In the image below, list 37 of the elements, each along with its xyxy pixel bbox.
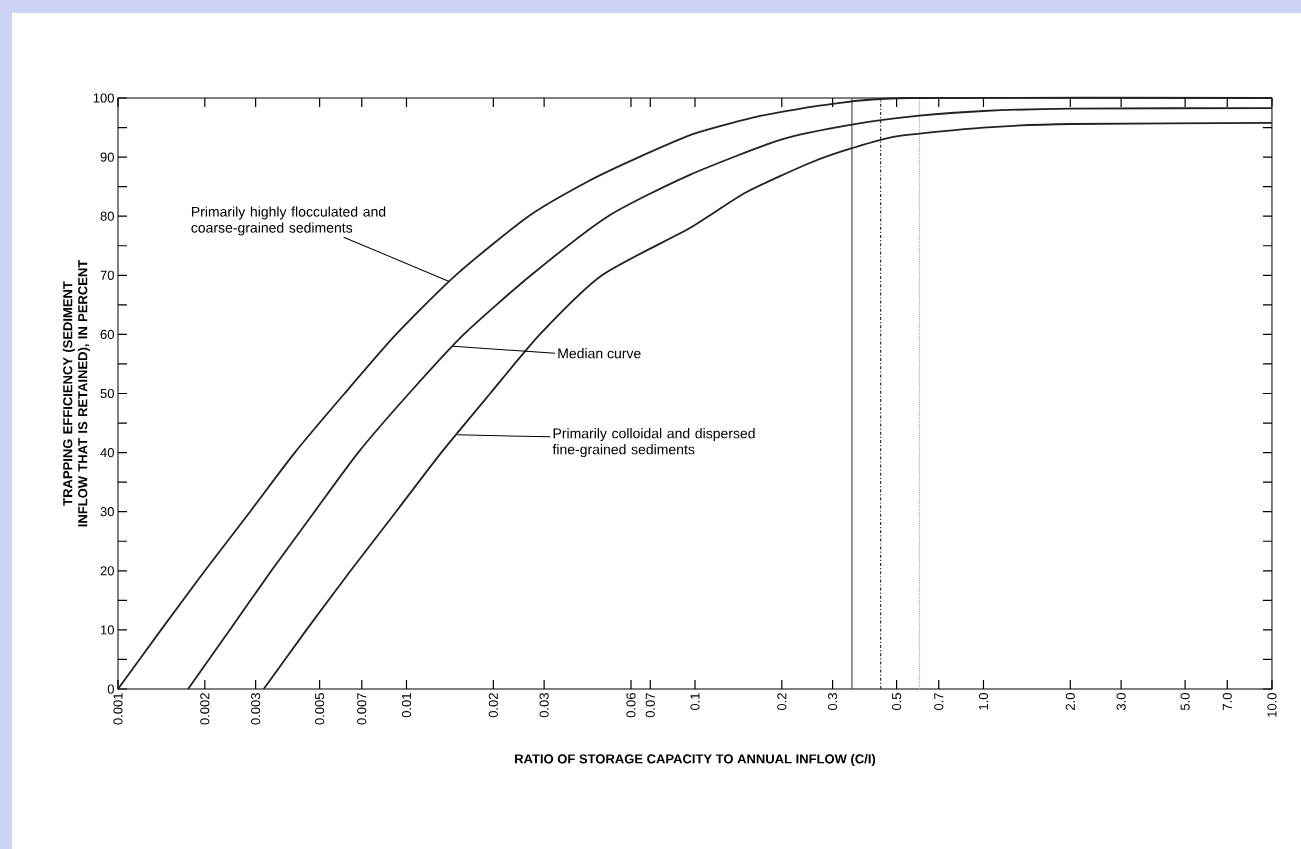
x-tick-label: 0.007 <box>357 693 367 725</box>
x-tick-label: 0.5 <box>892 693 902 711</box>
x-tick-label: 2.0 <box>1065 693 1075 710</box>
y-tick-label: 60 <box>100 329 114 339</box>
x-tick-label: 0.001 <box>113 693 123 725</box>
annotation: Primarily colloidal and dispersed fine-grained sediments <box>552 428 755 458</box>
x-tick-label: 0.01 <box>401 693 412 718</box>
y-tick-label: 40 <box>100 447 114 458</box>
y-tick-label: 10 <box>100 625 114 635</box>
x-tick-label: 0.003 <box>251 693 261 725</box>
y-tick-label: 70 <box>100 270 114 280</box>
y-tick-label: 20 <box>100 566 114 576</box>
x-tick-label: 0.2 <box>777 693 787 711</box>
x-tick-label: 0.7 <box>934 693 944 711</box>
x-tick-label: 0.07 <box>645 693 655 718</box>
annotation: Median curve <box>558 348 641 359</box>
y-tick-label: 0 <box>107 684 114 694</box>
x-tick-label: 0.1 <box>690 693 700 711</box>
x-tick-label: 0.005 <box>315 693 325 725</box>
x-axis-title: RATIO OF STORAGE CAPACITY TO ANNUAL INFLOW (C/I) <box>515 753 876 767</box>
y-tick-label: 100 <box>93 93 114 103</box>
x-tick-label: 10.0 <box>1267 693 1277 717</box>
y-tick-label: 50 <box>100 388 114 399</box>
x-tick-label: 0.06 <box>626 693 636 718</box>
x-tick-label: 0.002 <box>200 693 210 725</box>
y-axis-title: TRAPPING EFFICIENCY (SEDIMENT INFLOW THAT IS RETAINED), IN PERCENT <box>62 259 90 527</box>
x-tick-label: 3.0 <box>1116 693 1126 711</box>
x-tick-label: 5.0 <box>1180 693 1190 711</box>
y-tick-label: 80 <box>100 211 114 221</box>
x-tick-label: 0.02 <box>488 693 498 718</box>
x-tick-label: 0.3 <box>828 693 838 711</box>
x-tick-label: 0.03 <box>539 693 549 718</box>
y-tick-label: 30 <box>100 507 114 517</box>
annotation: Primarily highly flocculated and coarse-grained sediments <box>191 206 386 236</box>
x-tick-label: 1.0 <box>978 693 989 710</box>
y-tick-label: 90 <box>100 152 114 162</box>
x-tick-label: 7.0 <box>1222 693 1232 710</box>
